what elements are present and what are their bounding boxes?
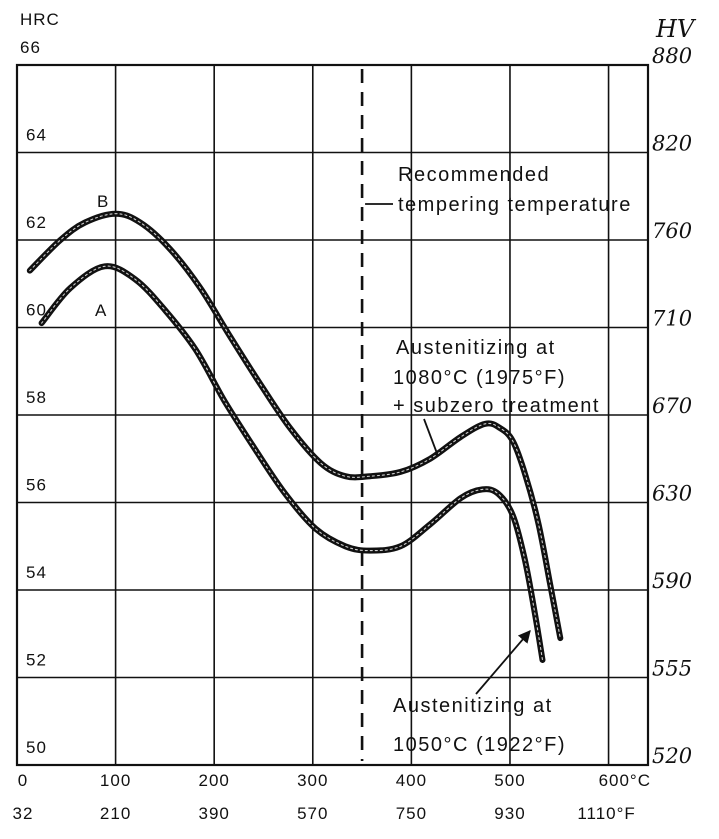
annotation-a-line1: Austenitizing at xyxy=(393,695,553,717)
y2-tick-label: 670 xyxy=(652,394,692,418)
y2-tick-label: 820 xyxy=(652,132,692,156)
x-tick-labels: 0 100 200 300 400 500 600°C xyxy=(18,771,651,790)
annotation-recommended-line1: Recommended xyxy=(398,164,550,186)
x2-tick-label: 210 xyxy=(100,804,131,823)
y-axis-title: HRC xyxy=(20,10,60,29)
plot-border xyxy=(15,63,650,767)
series-line-core-a xyxy=(41,265,544,661)
series-label-a: A xyxy=(95,301,107,320)
y-tick-label: 50 xyxy=(26,738,47,757)
x2-tick-label: 32 xyxy=(13,804,34,823)
y2-tick-labels: 880 820 760 710 670 630 590 555 520 xyxy=(652,44,692,768)
x-tick-label: 100 xyxy=(100,771,131,790)
series xyxy=(26,210,564,663)
y2-tick-label: 710 xyxy=(652,307,692,331)
y2-tick-label: 590 xyxy=(652,569,692,593)
x2-tick-label: 930 xyxy=(494,804,525,823)
y2-tick-label: 760 xyxy=(652,219,692,243)
x2-tick-labels: 32 210 390 570 750 930 1110°F xyxy=(13,804,635,823)
x-tick-label: 400 xyxy=(396,771,427,790)
x-tick-label: 0 xyxy=(18,771,28,790)
annotation-a-arrow xyxy=(475,630,531,695)
x2-tick-label: 390 xyxy=(199,804,230,823)
x2-tick-label: 750 xyxy=(396,804,427,823)
grid xyxy=(17,65,648,765)
y2-tick-label: 555 xyxy=(652,657,692,681)
x2-tick-label: 1110°F xyxy=(577,804,635,823)
y2-axis-title: HV xyxy=(655,15,697,43)
annotation-recommended-line2: tempering temperature xyxy=(398,194,632,216)
x-tick-label: 200 xyxy=(199,771,230,790)
series-line-a xyxy=(38,263,546,663)
annotation-b-line2: 1080°C (1975°F) xyxy=(393,367,566,389)
y-tick-label: 60 xyxy=(26,301,47,320)
y2-tick-label: 520 xyxy=(652,744,692,768)
series-line-b xyxy=(26,210,564,642)
y-tick-label: 56 xyxy=(26,476,47,495)
x-tick-label: 600°C xyxy=(599,771,651,790)
y-tick-label: 66 xyxy=(20,38,41,57)
annotation-a-line2: 1050°C (1922°F) xyxy=(393,734,566,756)
y-tick-label: 58 xyxy=(26,388,47,407)
y-tick-label: 54 xyxy=(26,563,47,582)
series-label-b: B xyxy=(97,192,108,211)
y-tick-label: 64 xyxy=(26,126,47,145)
annotation-b-pointer xyxy=(423,418,439,457)
y-tick-labels: 66 64 62 60 58 56 54 52 50 xyxy=(20,38,47,757)
annotation-b-line1: Austenitizing at xyxy=(396,337,556,359)
x2-tick-label: 570 xyxy=(297,804,328,823)
x-tick-label: 300 xyxy=(297,771,328,790)
y-tick-label: 62 xyxy=(26,213,47,232)
x-tick-label: 500 xyxy=(494,771,525,790)
y2-tick-label: 630 xyxy=(652,482,692,506)
y2-tick-label: 880 xyxy=(652,44,692,68)
annotation-b-line3: + subzero treatment xyxy=(393,395,600,417)
y-tick-label: 52 xyxy=(26,651,47,670)
series-line-core-b xyxy=(29,213,561,639)
